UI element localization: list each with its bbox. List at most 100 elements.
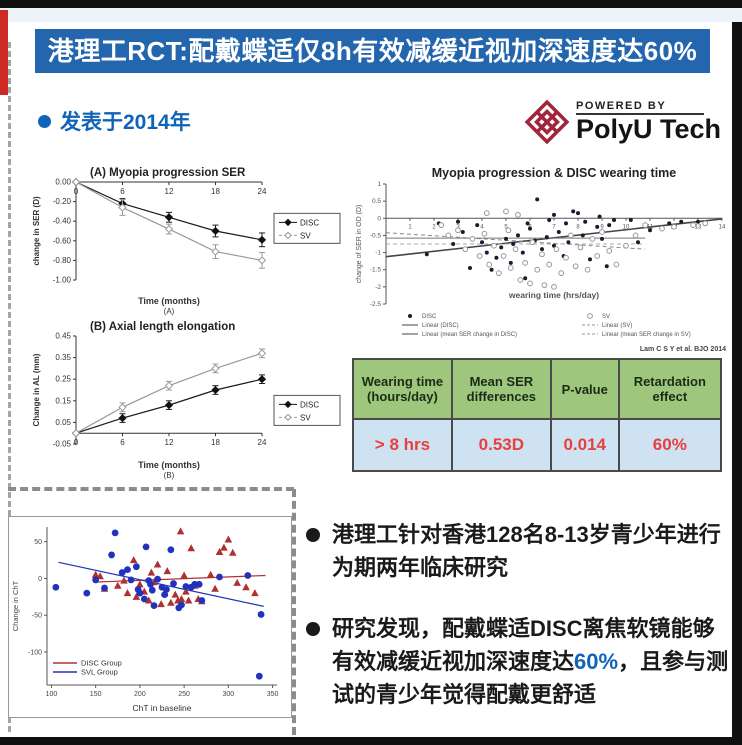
svg-text:-2.5: -2.5 [370,301,382,308]
svg-text:0: 0 [74,438,79,447]
svg-text:(A): (A) [164,307,175,316]
table-data-row: > 8 hrs 0.53D 0.014 60% [352,418,723,472]
vertical-dashed-divider [292,489,296,735]
svg-text:12: 12 [165,187,174,196]
polyu-logo: POWERED BY PolyU Tech [524,99,721,145]
svg-text:1: 1 [377,181,381,188]
note-text-1: 港理工针对香港128名8-13岁青少年进行为期两年临床研究 [332,522,721,580]
notes-section: 港理工针对香港128名8-13岁青少年进行为期两年临床研究 研究发现，配戴蝶适D… [306,518,736,739]
svg-text:-1.00: -1.00 [53,276,72,285]
title-banner: 港理工RCT:配戴蝶适仅8h有效减缓近视加深速度达60% [35,29,710,73]
svg-text:-0.5: -0.5 [370,232,382,239]
svg-text:200: 200 [134,691,146,698]
svg-text:0.35: 0.35 [55,353,71,362]
cell-mean-ser: 0.53D [450,418,552,472]
svg-text:-0.20: -0.20 [53,197,72,206]
svg-text:0.15: 0.15 [55,396,71,405]
svg-text:1: 1 [408,224,412,230]
svg-text:24: 24 [258,187,267,196]
svg-text:DISC: DISC [422,314,437,320]
result-table: Wearing time (hours/day) Mean SER differ… [352,358,723,472]
table-header-row: Wearing time (hours/day) Mean SER differ… [352,358,723,420]
note-item-1: 港理工针对香港128名8-13岁青少年进行为期两年临床研究 [306,518,736,584]
powered-by-label: POWERED BY [576,100,704,115]
header-wearing-time: Wearing time (hours/day) [352,358,453,420]
note-text-2: 研究发现，配戴蝶适DISC离焦软镜能够有效减缓近视加深速度达60%，且参与测试的… [332,616,729,707]
svg-text:10: 10 [623,224,630,230]
svg-text:-0.80: -0.80 [53,256,72,265]
cell-wearing-time: > 8 hrs [352,418,453,472]
svg-text:8: 8 [576,224,580,230]
svg-text:DISC: DISC [300,218,319,227]
bullet-icon [306,528,320,542]
published-text: 发表于2014年 [60,111,191,134]
svg-text:0.45: 0.45 [55,332,71,341]
svg-text:SV: SV [602,314,610,320]
cell-retardation: 60% [617,418,723,472]
svg-text:100: 100 [46,691,58,698]
bottom-border [0,737,742,745]
horizontal-dashed-divider [8,487,294,491]
svg-text:SV: SV [300,413,311,422]
note-item-2: 研究发现，配戴蝶适DISC离焦软镜能够有效减缓近视加深速度达60%，且参与测试的… [306,612,736,711]
svg-text:13: 13 [695,224,702,230]
svg-text:Linear (DISC): Linear (DISC) [422,323,459,329]
svg-text:3: 3 [456,224,460,230]
svg-text:-1.5: -1.5 [370,267,382,274]
svg-text:change of SER in OD (D): change of SER in OD (D) [356,205,363,284]
svg-text:ChT in baseline: ChT in baseline [133,703,192,713]
svg-text:4: 4 [480,224,484,230]
svg-text:6: 6 [120,187,125,196]
published-line: 发表于2014年 [38,106,191,136]
bullet-icon [38,114,51,128]
svg-text:0.05: 0.05 [55,418,71,427]
header-retardation: Retardation effect [617,358,723,420]
svg-text:300: 300 [223,691,235,698]
svg-text:SV: SV [300,231,311,240]
svg-text:wearing time (hrs/day): wearing time (hrs/day) [508,290,599,300]
svg-text:Time (months): Time (months) [138,460,200,470]
svg-text:Change in ChT: Change in ChT [11,580,20,631]
svg-text:0.25: 0.25 [55,375,71,384]
svg-text:9: 9 [600,224,604,230]
svg-text:Linear (mean SER change in SV): Linear (mean SER change in SV) [602,332,691,338]
svg-text:-1: -1 [375,250,381,257]
svg-text:Time (months): Time (months) [138,296,200,306]
svg-text:Change in AL (mm): Change in AL (mm) [32,353,41,426]
chart-cht-scatter: 50 0 -50 -100 100 150 200 250 300 350 DISC GroupSV… [11,527,279,713]
svg-text:12: 12 [165,438,174,447]
left-red-accent [0,10,8,95]
svg-text:0.5: 0.5 [372,198,381,205]
svg-text:50: 50 [34,539,42,546]
chart-axial-length-elongation: 0.45 0.35 0.25 0.15 0.05 -0.05 0 6 12 18 24 (B) Axi… [32,321,341,480]
svg-text:18: 18 [211,438,220,447]
svg-text:150: 150 [90,691,102,698]
svg-text:Linear (SV): Linear (SV) [602,323,632,329]
chart-myopia-progression-ser: 0.00 -0.20 -0.40 -0.60 -0.80 -1.00 0 6 12 18 24 (A)… [32,167,341,316]
svg-text:-100: -100 [28,649,42,656]
svg-text:(A) Myopia progression SER: (A) Myopia progression SER [90,167,246,179]
svg-text:-50: -50 [32,613,42,620]
svg-text:6: 6 [120,438,125,447]
svg-text:24: 24 [258,438,267,447]
svg-text:2: 2 [432,224,436,230]
chart-wearing-time-scatter: 10.50-0.5-1-1.5-2-2.51234567891011121314… [356,166,726,353]
header-mean-ser: Mean SER differences [450,358,552,420]
header-p-value: P-value [549,358,620,420]
svg-text:SVL Group: SVL Group [81,668,118,677]
top-light-strip [0,8,742,22]
svg-text:DISC Group: DISC Group [81,659,122,668]
svg-text:(B): (B) [164,471,175,480]
top-border [0,0,742,8]
svg-text:-0.60: -0.60 [53,236,72,245]
svg-text:7: 7 [552,224,556,230]
logo-text: POWERED BY PolyU Tech [576,100,721,145]
svg-text:0: 0 [377,215,381,222]
svg-text:0: 0 [38,576,42,583]
svg-text:-2: -2 [375,284,381,291]
svg-text:18: 18 [211,187,220,196]
svg-text:0.00: 0.00 [55,178,71,187]
brand-label: PolyU Tech [576,113,722,144]
svg-text:250: 250 [178,691,190,698]
